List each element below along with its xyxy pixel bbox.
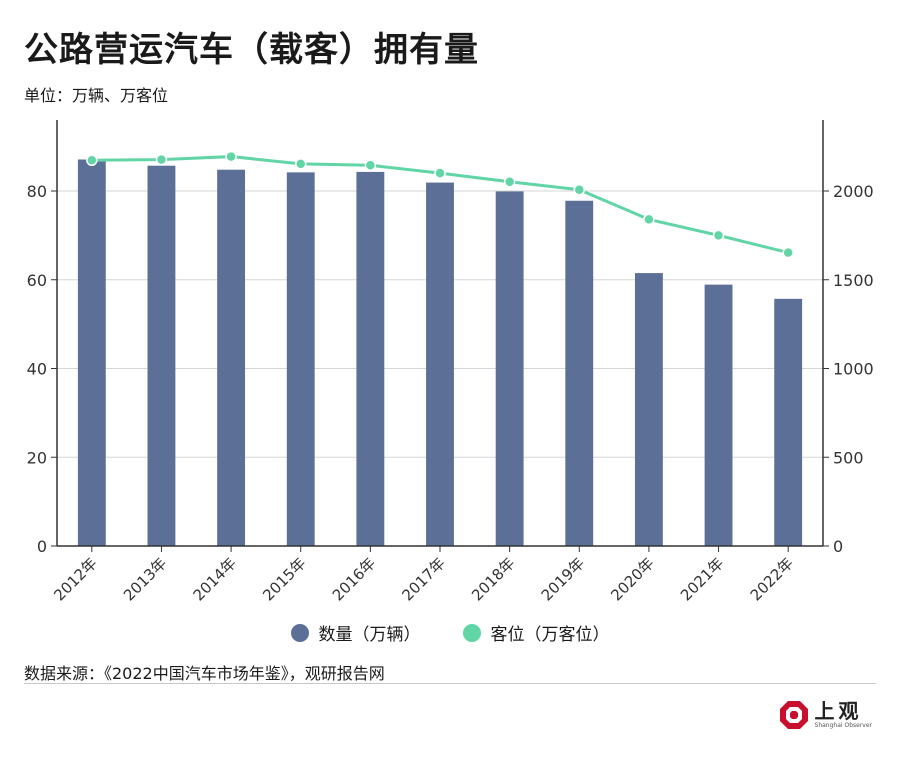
line-point [643, 213, 655, 226]
x-tick-label: 2012年 [50, 554, 100, 604]
bar [356, 171, 385, 546]
line-point [364, 159, 377, 172]
shanghai-observer-logo: 上观 Shanghai Observer [779, 700, 872, 730]
bar [634, 273, 663, 546]
y-right-tick-label: 0 [833, 537, 843, 556]
legend: 数量（万辆） 客位（万客位） [0, 620, 900, 645]
divider [24, 683, 876, 684]
x-tick-label: 2016年 [329, 554, 379, 604]
unit-label: 单位：万辆、万客位 [24, 86, 169, 105]
x-tick-label: 2020年 [607, 554, 657, 604]
y-right-tick-label: 500 [833, 448, 864, 467]
line-point [782, 246, 794, 259]
chart-plot: 0 20 40 60 80 0 500 1000 1500 2000 2012年 2013年 2014年… [27, 120, 874, 604]
axes [51, 120, 829, 552]
logo-text-cn: 上观 [814, 699, 863, 723]
x-tick-label: 2022年 [747, 554, 797, 604]
line-point [712, 229, 725, 242]
bar [565, 200, 594, 546]
legend-swatch-line [462, 623, 481, 642]
y-right-tick-label: 1000 [833, 360, 874, 379]
line-point [155, 153, 168, 166]
bar [286, 172, 315, 547]
y-left-tick-label: 80 [27, 182, 47, 201]
source-note: 数据来源：《2022中国汽车市场年鉴》，观研报告网 [24, 664, 385, 683]
chart-title: 公路营运汽车（载客）拥有量 [24, 30, 479, 70]
line-point [503, 176, 516, 188]
bar [774, 298, 803, 546]
y-right-tick-label: 1500 [833, 271, 874, 290]
x-tick-label: 2013年 [120, 554, 170, 604]
line-series [86, 150, 794, 259]
x-tick-label: 2017年 [398, 554, 448, 604]
legend-swatch-bar [290, 623, 309, 642]
legend-label-bar: 数量（万辆） [318, 625, 421, 645]
bar [77, 159, 106, 546]
y-right-tick-label: 2000 [833, 182, 874, 201]
bar [495, 191, 524, 546]
x-tick-label: 2014年 [190, 554, 240, 604]
logo-icon [779, 701, 808, 729]
y-left-tick-label: 0 [37, 537, 47, 556]
bar [704, 284, 733, 546]
y-left-tick-label: 40 [27, 360, 47, 379]
legend-item-line[interactable]: 客位（万客位） [462, 620, 610, 645]
line-point [294, 158, 307, 170]
bar [147, 165, 176, 547]
bar [217, 169, 246, 546]
line-point [225, 150, 237, 163]
y-left-tick-label: 20 [27, 448, 47, 467]
y-left-tick-label: 60 [27, 271, 47, 290]
line-point [573, 184, 586, 196]
legend-label-line: 客位（万客位） [490, 625, 610, 645]
x-tick-label: 2021年 [677, 554, 727, 604]
x-tick-label: 2018年 [468, 554, 518, 604]
x-tick-label: 2015年 [259, 554, 309, 604]
line-point [86, 154, 98, 167]
bar-series [77, 159, 803, 547]
logo-text-en: Shanghai Observer [814, 722, 872, 729]
x-tick-label: 2019年 [538, 554, 588, 604]
line-point [434, 167, 446, 179]
bar [426, 182, 454, 546]
legend-item-bar[interactable]: 数量（万辆） [290, 620, 421, 645]
